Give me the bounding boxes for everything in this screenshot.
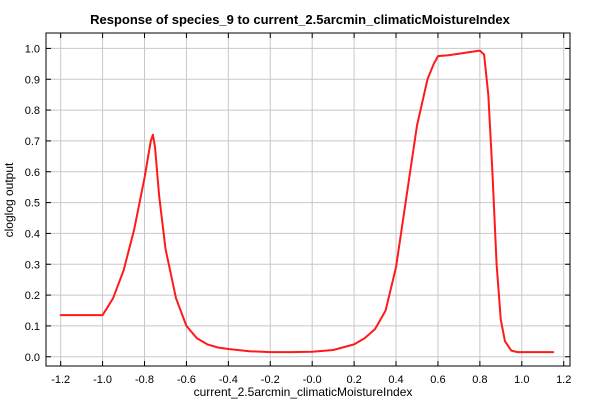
x-tick-label: 0.4 [388,374,403,386]
x-tick-label: 0.8 [472,374,487,386]
x-tick-labels: -1.2 -1.0 -0.8 -0.6 -0.4 -0.2 -0.0 0.2 0.4 0.6 0.8… [51,374,571,386]
y-tick-labels: 0.0 0.1 0.2 0.3 0.4 0.5 0.6 0.7 0.8 0.9 1.0 [25,43,40,363]
x-tick-label: -0.6 [177,374,196,386]
y-tick-label: 0.7 [25,136,40,148]
y-tick-label: 0.3 [25,259,40,271]
x-tick-label: 0.2 [346,374,361,386]
x-tick-label: -1.0 [93,374,112,386]
y-tick-label: 0.5 [25,198,40,210]
plot-frame [45,32,571,367]
x-tick-label: 0.6 [430,374,445,386]
x-axis-label: current_2.5arcmin_climaticMoistureIndex [194,385,413,399]
response-curve [59,49,555,354]
y-tick-label: 0.9 [25,74,40,86]
y-tick-label: 0.6 [25,167,40,179]
x-tick-label: -0.4 [219,374,238,386]
y-tick-label: 0.0 [25,352,40,364]
y-tick-label: 0.1 [25,321,40,333]
tick-marks [46,33,570,366]
x-tick-label: 1.0 [514,374,529,386]
grid-lines [46,33,570,366]
x-tick-label: -0.8 [135,374,154,386]
chart-title: Response of species_9 to current_2.5arcm… [90,12,511,27]
x-tick-label: -0.2 [261,374,280,386]
y-tick-label: 1.0 [25,43,40,55]
x-tick-label: 1.2 [556,374,571,386]
y-tick-label: 0.2 [25,290,40,302]
y-axis-label: cloglog output [2,162,16,237]
x-tick-label: -1.2 [51,374,70,386]
series-layer [59,49,555,354]
x-tick-label: -0.0 [303,374,322,386]
y-tick-label: 0.4 [25,228,40,240]
y-tick-label: 0.8 [25,105,40,117]
